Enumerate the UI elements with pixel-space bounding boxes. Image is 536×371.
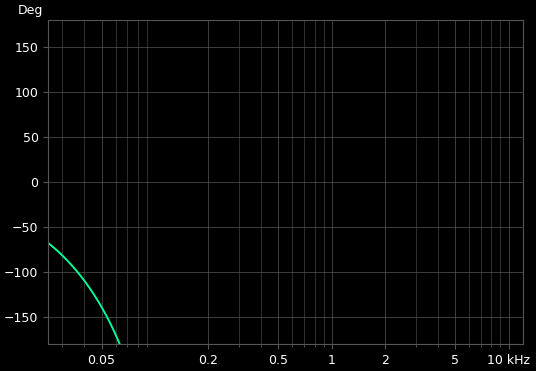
Text: Deg: Deg bbox=[18, 4, 43, 17]
